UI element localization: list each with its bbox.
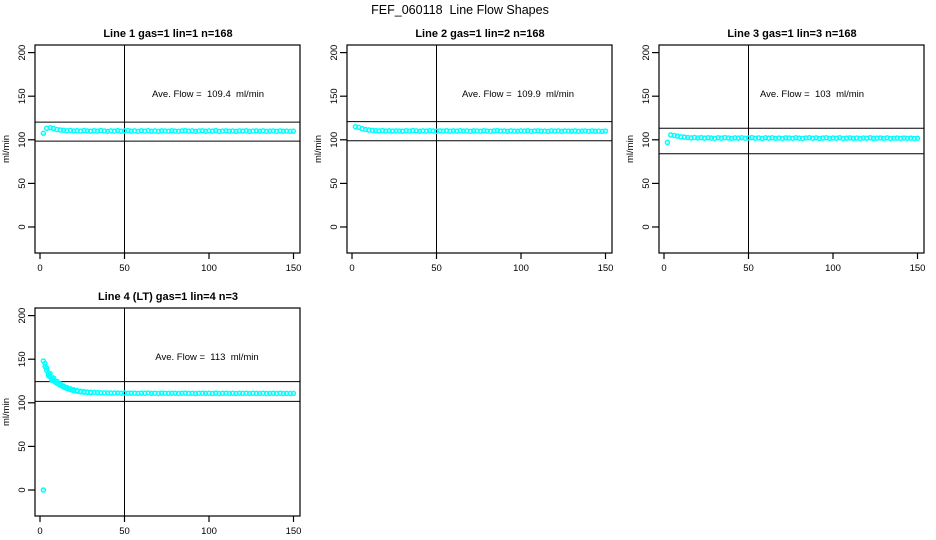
svg-text:150: 150 (286, 263, 302, 274)
svg-text:0: 0 (37, 526, 42, 537)
panel1-title: Line 1 gas=1 lin=1 n=168 (103, 28, 233, 40)
plot-box (346, 44, 613, 254)
svg-text:0: 0 (17, 224, 28, 229)
svg-text:100: 100 (641, 132, 652, 148)
svg-text:200: 200 (641, 45, 652, 61)
svg-text:100: 100 (17, 132, 28, 148)
panel4-ave-flow-annotation: Ave. Flow = 113 ml/min (155, 352, 259, 363)
y-axis: 0 50 100 150 200 (641, 45, 659, 230)
data-series (40, 358, 297, 493)
svg-text:100: 100 (329, 132, 340, 148)
svg-text:200: 200 (17, 308, 28, 324)
svg-text:0: 0 (17, 487, 28, 492)
svg-text:50: 50 (431, 263, 442, 274)
x-axis: 0 50 100 150 (661, 253, 925, 274)
plot-box (34, 44, 301, 254)
y-axis-label: ml/min (1, 135, 12, 163)
svg-text:50: 50 (743, 263, 754, 274)
panel-line2: 0 50 100 150 0 50 100 150 200 ml/min (313, 44, 613, 274)
x-axis: 0 50 100 150 (349, 253, 613, 274)
svg-text:150: 150 (17, 351, 28, 367)
svg-text:50: 50 (17, 178, 28, 189)
svg-text:50: 50 (329, 178, 340, 189)
panel-line1: 0 50 100 150 0 50 100 150 200 ml/min (1, 44, 301, 274)
data-series (352, 123, 609, 135)
svg-text:0: 0 (37, 263, 42, 274)
panel1-ave-flow-annotation: Ave. Flow = 109.4 ml/min (151, 89, 265, 100)
svg-text:100: 100 (513, 263, 529, 274)
svg-text:100: 100 (17, 395, 28, 411)
svg-text:100: 100 (825, 263, 841, 274)
svg-text:0: 0 (641, 224, 652, 229)
svg-text:50: 50 (119, 263, 130, 274)
svg-text:50: 50 (641, 178, 652, 189)
y-axis: 0 50 100 150 200 (17, 308, 35, 493)
svg-text:150: 150 (286, 526, 302, 537)
x-axis: 0 50 100 150 (37, 516, 301, 537)
panel4-title: Line 4 (LT) gas=1 lin=4 n=3 (97, 291, 239, 303)
svg-text:150: 150 (598, 263, 614, 274)
panel-line3: 0 50 100 150 0 50 100 150 200 ml/min (625, 44, 925, 274)
y-axis-label: ml/min (625, 135, 636, 163)
svg-text:0: 0 (349, 263, 354, 274)
svg-text:0: 0 (661, 263, 666, 274)
y-axis: 0 50 100 150 200 (329, 45, 347, 230)
svg-text:150: 150 (17, 88, 28, 104)
svg-text:0: 0 (329, 224, 340, 229)
x-axis: 0 50 100 150 (37, 253, 301, 274)
y-axis: 0 50 100 150 200 (17, 45, 35, 230)
plot-box (34, 307, 301, 517)
svg-text:150: 150 (641, 88, 652, 104)
svg-text:50: 50 (119, 526, 130, 537)
data-series (664, 132, 921, 146)
plot-box (658, 44, 925, 254)
svg-text:200: 200 (17, 45, 28, 61)
data-series (40, 125, 297, 137)
panel2-ave-flow-annotation: Ave. Flow = 109.9 ml/min (461, 89, 575, 100)
svg-text:150: 150 (910, 263, 926, 274)
svg-text:100: 100 (201, 526, 217, 537)
svg-text:150: 150 (329, 88, 340, 104)
figure-title: FEF_060118 Line Flow Shapes (371, 3, 549, 17)
panel-line4: 0 50 100 150 0 50 100 150 200 ml/min (1, 307, 301, 537)
panel3-ave-flow-annotation: Ave. Flow = 103 ml/min (759, 89, 865, 100)
y-axis-label: ml/min (313, 135, 324, 163)
y-axis-label: ml/min (1, 398, 12, 426)
panel3-title: Line 3 gas=1 lin=3 n=168 (727, 28, 857, 40)
svg-text:100: 100 (201, 263, 217, 274)
svg-text:50: 50 (17, 441, 28, 452)
svg-text:200: 200 (329, 45, 340, 61)
panel2-title: Line 2 gas=1 lin=2 n=168 (415, 28, 545, 40)
